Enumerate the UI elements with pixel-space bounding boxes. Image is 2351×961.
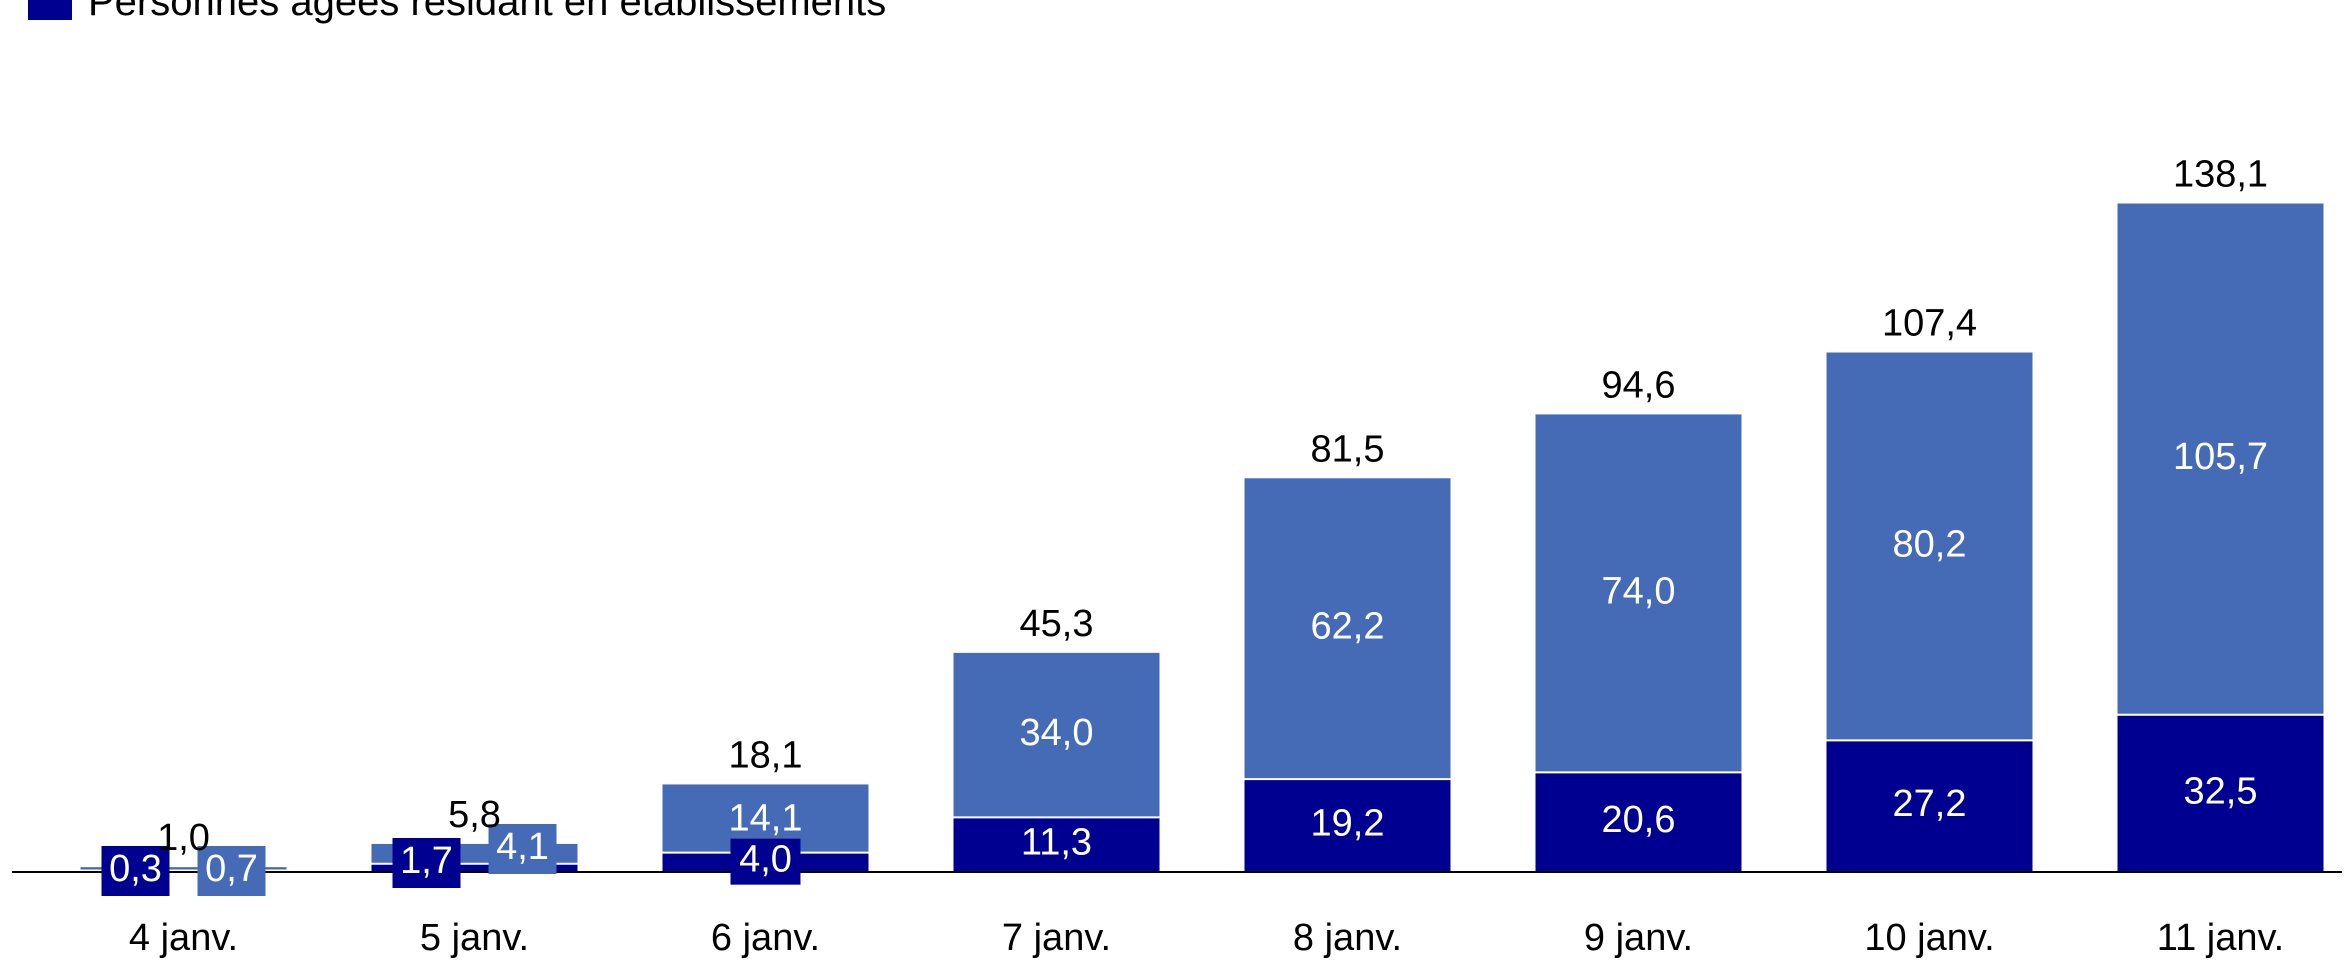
- data-label-box-bottom: [392, 838, 461, 888]
- data-label-top: 62,2: [1311, 606, 1385, 648]
- x-tick-label: 9 janv.: [1584, 917, 1693, 959]
- data-label-box-top: [197, 846, 266, 896]
- data-label-top: 74,0: [1602, 570, 1676, 612]
- bars: [80, 203, 2324, 872]
- data-label-bottom: 4,0: [739, 839, 792, 881]
- data-label-top: 105,7: [2173, 436, 2268, 478]
- x-tick-label: 10 janv.: [1864, 917, 1994, 959]
- total-label: 5,8: [448, 794, 501, 836]
- data-label-bottom: 0,3: [109, 848, 162, 890]
- bar-segment-top: [953, 652, 1160, 818]
- x-tick-label: 8 janv.: [1293, 917, 1402, 959]
- bar-segment-bottom: [953, 817, 1160, 872]
- data-label-bottom: 27,2: [1893, 783, 1967, 825]
- data-label-top: 34,0: [1020, 712, 1094, 754]
- data-label-box-bottom: [730, 838, 801, 885]
- total-label: 45,3: [1020, 603, 1094, 645]
- data-label-box-top: [488, 824, 557, 874]
- data-label-bottom: 1,7: [400, 840, 453, 882]
- data-label-bottom: 19,2: [1311, 803, 1385, 845]
- bar-segment-top: [1535, 414, 1742, 773]
- data-label-box-bottom: [101, 846, 170, 896]
- data-label-bottom: 11,3: [1021, 822, 1092, 864]
- bar-segment-bottom: [1535, 772, 1742, 872]
- data-label-top: 0,7: [205, 848, 258, 890]
- total-label: 138,1: [2173, 154, 2268, 196]
- total-label: 18,1: [729, 734, 803, 776]
- bar-segment-top: [1826, 352, 2033, 741]
- total-label: 107,4: [1882, 303, 1977, 345]
- total-label: 81,5: [1311, 428, 1385, 470]
- bar-segment-top: [1244, 478, 1451, 780]
- bar-segment-bottom: [371, 863, 578, 872]
- labels: 0,3 0,71,0 4 janv. 1,7 4,15,8 5 janv. 4,014,1 1…: [101, 154, 2284, 959]
- data-label-top: 80,2: [1893, 523, 1967, 565]
- data-label-top: 4,1: [496, 826, 549, 868]
- total-label: 94,6: [1602, 364, 1676, 406]
- x-tick-label: 7 janv.: [1002, 917, 1111, 959]
- total-label: 1,0: [157, 817, 210, 859]
- data-label-bottom: 32,5: [2184, 770, 2258, 812]
- bar-segment-top: [80, 867, 287, 871]
- legend-swatch-icon: [28, 0, 72, 20]
- legend-label: Personnes âgées résidant en établissemen…: [88, 0, 887, 24]
- x-tick-label: 5 janv.: [420, 917, 529, 959]
- legend: Personnes âgées résidant en établissemen…: [28, 0, 886, 25]
- x-tick-label: 11 janv.: [2157, 917, 2284, 959]
- x-tick-label: 6 janv.: [711, 917, 820, 959]
- x-tick-label: 4 janv.: [129, 917, 238, 959]
- bar-segment-bottom: [1244, 779, 1451, 872]
- data-label-top: 14,1: [729, 798, 803, 840]
- bar-segment-bottom: [1826, 740, 2033, 872]
- bar-segment-top: [2117, 203, 2324, 715]
- data-label-bottom: 20,6: [1602, 799, 1676, 841]
- bar-segment-bottom: [2117, 714, 2324, 872]
